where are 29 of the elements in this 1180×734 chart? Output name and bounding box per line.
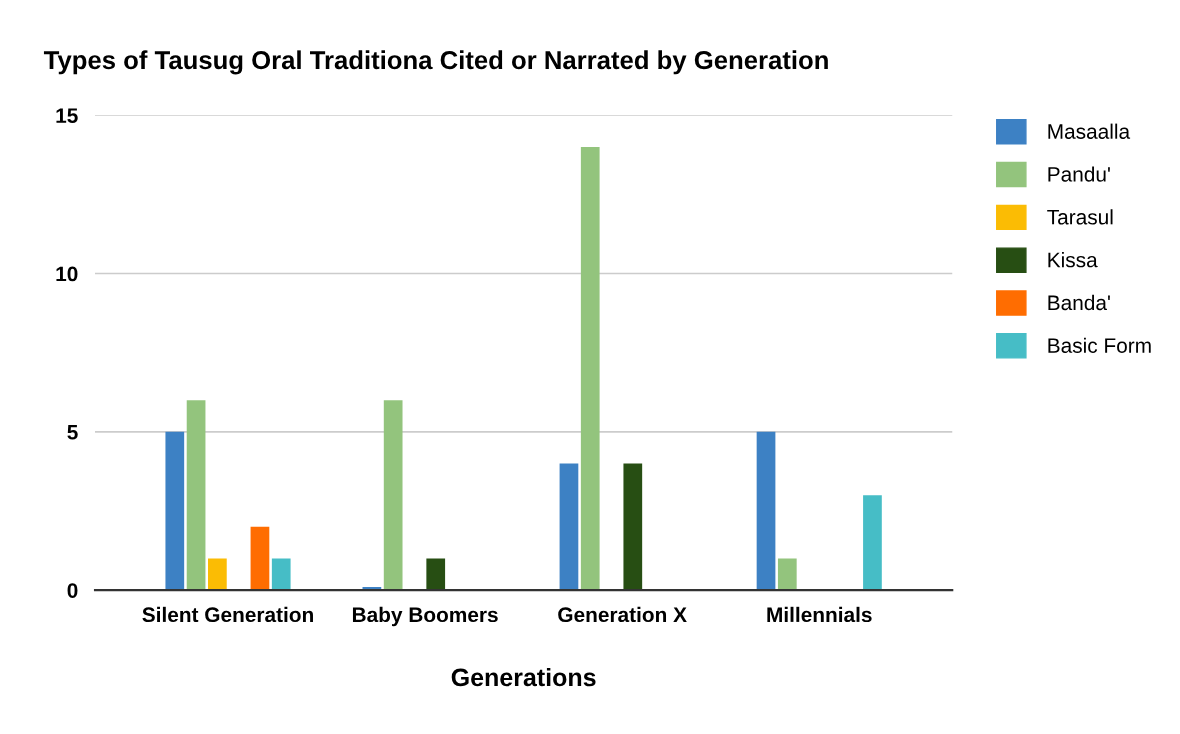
- bar: [271, 558, 291, 591]
- x-tick-label: Baby Boomers: [352, 606, 498, 627]
- bar: [559, 463, 579, 591]
- legend-label: Basic Form: [1048, 337, 1151, 353]
- bar: [623, 463, 643, 591]
- y-tick-label: 5: [67, 425, 78, 440]
- bar: [165, 431, 185, 591]
- x-tick-label: Silent Generation: [142, 606, 313, 623]
- y-tick-label: 10: [56, 266, 78, 282]
- chart-title: Types of Tausug Oral Traditiona Cited or Narrated by Generation: [43, 50, 828, 75]
- legend-label: Kissa: [1048, 252, 1098, 268]
- bar: [186, 400, 206, 591]
- x-axis-title: Generations: [451, 667, 596, 687]
- bar: [208, 558, 227, 591]
- bar: [383, 400, 403, 591]
- x-tick-label: Generation X: [558, 606, 687, 623]
- bar: [250, 526, 270, 591]
- legend-label: Pandu': [1048, 166, 1110, 182]
- y-tick-label: 0: [67, 583, 78, 598]
- bar: [580, 146, 600, 591]
- bar: [863, 495, 882, 591]
- legend-label: Masaalla: [1048, 123, 1131, 139]
- legend-label: Banda': [1048, 294, 1110, 311]
- bar: [426, 558, 446, 591]
- x-tick-label: Millennials: [767, 606, 872, 623]
- legend-label: Tarasul: [1047, 209, 1113, 225]
- y-tick-label: 15: [56, 108, 78, 123]
- bar: [756, 431, 776, 591]
- bar: [777, 558, 797, 591]
